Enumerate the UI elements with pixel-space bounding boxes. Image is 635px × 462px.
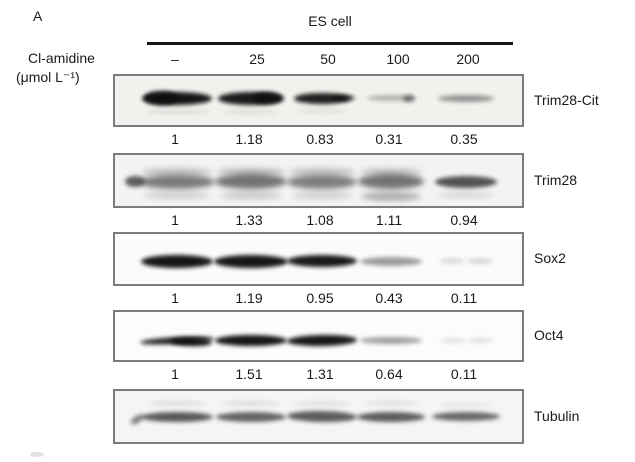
- blot-band: [148, 401, 206, 407]
- blot-band: [435, 175, 497, 188]
- blot-band: [220, 192, 282, 200]
- panel-label: A: [33, 8, 43, 24]
- blot-box: [113, 389, 524, 444]
- blot-band: [252, 92, 282, 105]
- blot-band: [286, 410, 358, 423]
- blot-band: [139, 174, 215, 189]
- band-value: 1.19: [235, 290, 263, 306]
- blot-band: [358, 174, 424, 190]
- blot-band: [438, 191, 494, 198]
- blot-box: [113, 74, 524, 127]
- treatment-unit: (μmol L⁻¹): [16, 69, 80, 85]
- blot-band: [286, 333, 358, 347]
- blot-band: [363, 401, 419, 407]
- blot-band: [361, 192, 421, 202]
- protein-label: Trim28-Cit: [534, 91, 599, 108]
- treatment-label: Cl-amidine (μmol L⁻¹): [16, 49, 95, 87]
- blot-band: [217, 167, 285, 176]
- blot-band: [438, 94, 494, 102]
- protein-label: Oct4: [534, 327, 564, 343]
- dose-label: 25: [249, 51, 265, 67]
- blot-band: [287, 174, 357, 189]
- blot-band: [142, 167, 212, 176]
- band-value: 0.95: [306, 290, 334, 306]
- blot-box: [113, 232, 524, 286]
- blot-band: [467, 258, 493, 264]
- protein-label: Trim28: [534, 171, 578, 188]
- blot-band: [222, 401, 280, 407]
- blot-band: [360, 167, 422, 176]
- blot-band: [144, 91, 178, 106]
- blot-band: [360, 336, 422, 344]
- blot-band: [125, 176, 145, 188]
- blot-band: [295, 109, 349, 114]
- cell-type-header: ES cell: [308, 13, 352, 29]
- blot-band: [287, 255, 357, 267]
- treatment-name: Cl-amidine: [28, 50, 95, 66]
- blot-band: [141, 411, 213, 422]
- band-value: 1: [171, 366, 179, 382]
- band-value: 0.43: [375, 290, 403, 306]
- blot-band: [440, 258, 464, 264]
- blot-band: [216, 411, 286, 422]
- dose-label: –: [171, 51, 179, 67]
- blot-band: [357, 411, 425, 422]
- band-value: 0.11: [450, 290, 478, 306]
- header-underline: [147, 42, 513, 45]
- blot-band: [367, 95, 415, 102]
- band-value: 0.64: [375, 366, 403, 382]
- blot-band: [215, 174, 287, 190]
- partial-panel-b-mark: [30, 452, 44, 457]
- blot-band: [222, 110, 280, 115]
- blot-band: [439, 402, 493, 407]
- dose-label: 50: [320, 51, 336, 67]
- blot-band: [289, 167, 355, 176]
- band-value: 1.33: [235, 212, 263, 228]
- blot-band: [144, 192, 210, 200]
- band-value: 0.83: [306, 131, 334, 147]
- blot-band: [145, 110, 209, 115]
- blot-band: [169, 337, 213, 347]
- band-value: 1: [171, 131, 179, 147]
- blot-band: [333, 95, 355, 102]
- band-value: 1.08: [306, 212, 334, 228]
- dose-label: 100: [386, 51, 410, 67]
- dose-label: 200: [456, 51, 480, 67]
- blot-band: [360, 256, 422, 266]
- protein-label: Sox2: [534, 250, 566, 266]
- band-value: 1: [171, 212, 179, 228]
- band-value: 1: [171, 290, 179, 306]
- blot-box: [113, 153, 524, 208]
- blot-band: [467, 337, 493, 343]
- band-value: 1.11: [375, 212, 403, 228]
- band-value: 0.94: [450, 212, 478, 228]
- protein-label: Tubulin: [534, 407, 580, 424]
- blot-band: [293, 401, 351, 407]
- blot-band: [292, 192, 352, 200]
- blot-band: [215, 334, 287, 346]
- band-value: 1.18: [235, 131, 263, 147]
- band-value: 0.31: [375, 131, 403, 147]
- blot-band: [432, 412, 500, 422]
- blot-band: [141, 254, 213, 268]
- blot-band: [214, 254, 288, 268]
- blot-band: [403, 94, 415, 102]
- blot-box: [113, 310, 524, 362]
- blot-band: [294, 92, 350, 104]
- band-value: 1.31: [306, 366, 334, 382]
- band-value: 0.35: [450, 131, 478, 147]
- blot-band: [440, 337, 466, 343]
- band-value: 0.11: [450, 366, 478, 382]
- band-value: 1.51: [235, 366, 263, 382]
